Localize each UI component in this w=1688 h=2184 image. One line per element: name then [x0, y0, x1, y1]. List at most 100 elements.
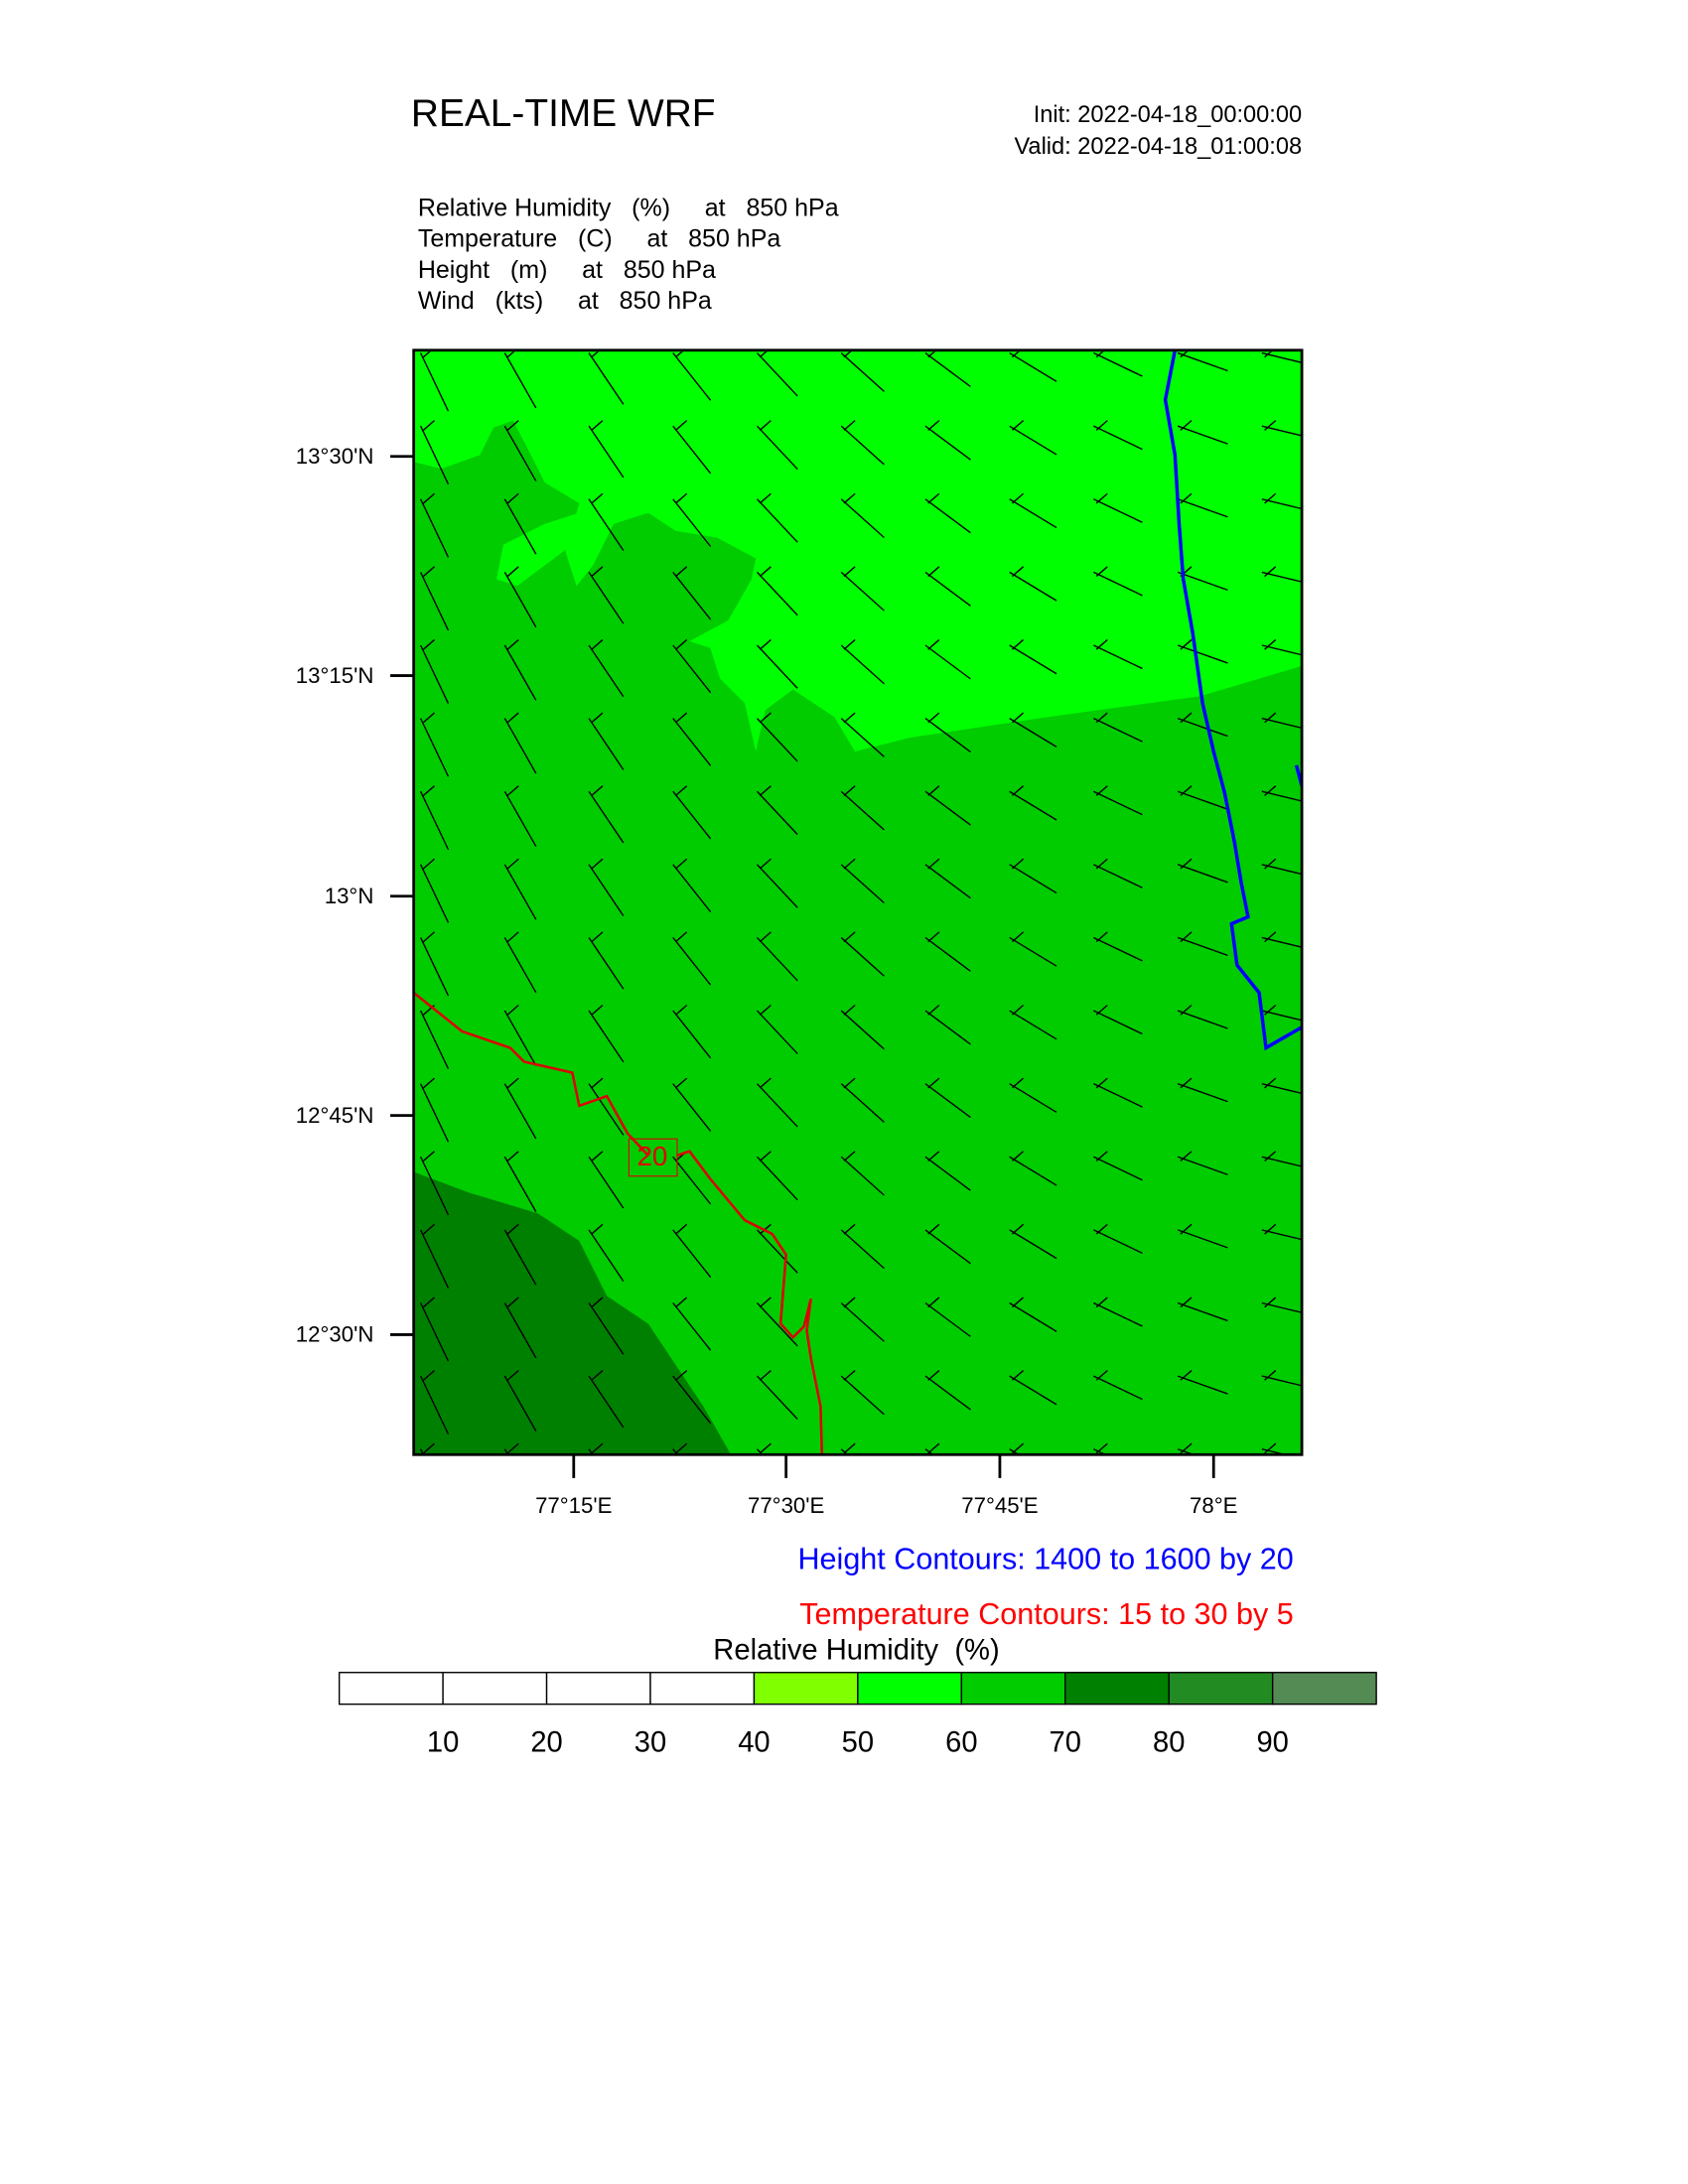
wind-barb-flag [1180, 1442, 1193, 1454]
wind-barb-flag [591, 349, 601, 358]
wind-barb [1009, 936, 1057, 967]
wind-barb [1261, 717, 1303, 730]
wind-barb [1009, 1375, 1057, 1406]
wind-barb [1177, 425, 1228, 445]
wind-barb [503, 352, 537, 409]
wind-barb-flag [675, 1077, 688, 1089]
wind-barb [1009, 1229, 1057, 1260]
colorbar-label: 20 [530, 1727, 562, 1759]
wind-barb-flag [506, 349, 517, 358]
wind-barb-flag [1011, 420, 1025, 431]
wind-barb-flag [1095, 492, 1108, 504]
wind-barb-flag [759, 420, 772, 431]
wind-barb-flag [1264, 1370, 1277, 1381]
wind-barb [503, 1229, 537, 1286]
wind-barb [756, 864, 798, 908]
wind-barb [1009, 351, 1057, 382]
wind-barb [1009, 1083, 1057, 1114]
wind-barb-flag [591, 566, 604, 578]
lon-label: 77°30'E [748, 1493, 824, 1518]
wind-barb-flag [591, 785, 604, 796]
colorbar-box [1271, 1672, 1377, 1706]
wind-barb [924, 790, 971, 826]
lon-label: 77°45'E [961, 1493, 1038, 1518]
wind-barb-flag [675, 1370, 688, 1381]
wind-barb [1177, 1229, 1228, 1249]
wind-barb [588, 572, 625, 624]
wind-barb [503, 425, 537, 481]
wind-barb [1093, 351, 1143, 377]
wind-barb-flag [1264, 1151, 1277, 1161]
contour-label-box [628, 1138, 678, 1177]
height-legend: Height Contours: 1400 to 1600 by 20 [797, 1542, 1293, 1575]
wind-barb-flag [422, 858, 435, 870]
wind-barb-flag [927, 931, 940, 943]
wind-barb-flag [422, 420, 435, 431]
wind-barb-flag [759, 492, 772, 504]
temperature-legend: Temperature Contours: 15 to 30 by 5 [799, 1597, 1294, 1631]
wind-barb-flag [591, 638, 604, 650]
wind-barb-flag [843, 1151, 856, 1161]
wind-barb [1093, 1375, 1143, 1401]
wind-barb-flag [1095, 931, 1108, 943]
wind-barb-flag [422, 1151, 435, 1161]
wind-barb-flag [1011, 1077, 1025, 1089]
plot: REAL-TIME WRF Init: 2022-04-18_00:00:00 … [296, 92, 1377, 1759]
wind-barb [503, 498, 537, 555]
wind-barb-flag [1264, 566, 1277, 578]
wind-barb [419, 1156, 450, 1216]
wind-barb-flag [1095, 1077, 1108, 1089]
wind-barb-flag [843, 492, 856, 504]
wind-barb-flag [1180, 1151, 1193, 1161]
wind-barb-flag [1011, 566, 1025, 578]
wind-barb [588, 1010, 625, 1063]
wind-barb-flag [1264, 785, 1277, 796]
wind-barb-flag [422, 1077, 435, 1089]
wind-barb [419, 718, 450, 777]
wind-barb [1093, 1448, 1107, 1455]
wind-barb-flag [1180, 349, 1190, 358]
wind-barb-flag [506, 1151, 519, 1161]
wind-barb [756, 1302, 798, 1347]
wind-barb-flag [1180, 785, 1193, 796]
wind-barb [1177, 571, 1228, 592]
wind-barb [924, 571, 971, 607]
wind-barb [419, 864, 450, 923]
wind-barb [1177, 936, 1228, 957]
ticks [390, 455, 1215, 1478]
wind-barb-flag [506, 1442, 519, 1454]
wind-barb-flag [422, 1370, 435, 1381]
wind-barb-flag [759, 1077, 772, 1089]
wind-barb [756, 936, 798, 982]
wind-barb [672, 1229, 712, 1279]
colorbar-box [1064, 1672, 1170, 1706]
wind-barb-flag [1095, 1223, 1108, 1235]
wind-barb [924, 644, 971, 680]
wind-barb [672, 1302, 712, 1351]
wind-barb-flag [506, 1004, 519, 1016]
wind-barb-flag [843, 1442, 856, 1454]
wind-barb-flag [1264, 349, 1274, 358]
wind-barb-flag [1011, 931, 1025, 943]
wind-barb [756, 425, 798, 471]
wind-barb [419, 1302, 450, 1362]
wind-barb-flag [927, 1004, 940, 1016]
wind-barb [840, 571, 885, 612]
wind-barb-flag [675, 492, 688, 504]
lon-label: 78°E [1190, 1493, 1237, 1518]
wind-barb [924, 1301, 971, 1337]
wind-barb [1093, 571, 1143, 597]
wind-barb-flag [506, 931, 519, 943]
wind-barb-flag [1264, 1297, 1277, 1308]
wind-barb [503, 1302, 537, 1359]
wind-barb-flag [1095, 638, 1108, 650]
wind-barb-flag [1095, 420, 1108, 431]
wind-barb [503, 718, 537, 774]
wind-barb [1093, 1083, 1143, 1108]
wind-barb [840, 644, 885, 685]
wind-barb [1261, 1301, 1303, 1313]
wind-barb [756, 571, 798, 616]
wind-barb [419, 1375, 450, 1435]
wind-barb-flag [1180, 931, 1193, 943]
